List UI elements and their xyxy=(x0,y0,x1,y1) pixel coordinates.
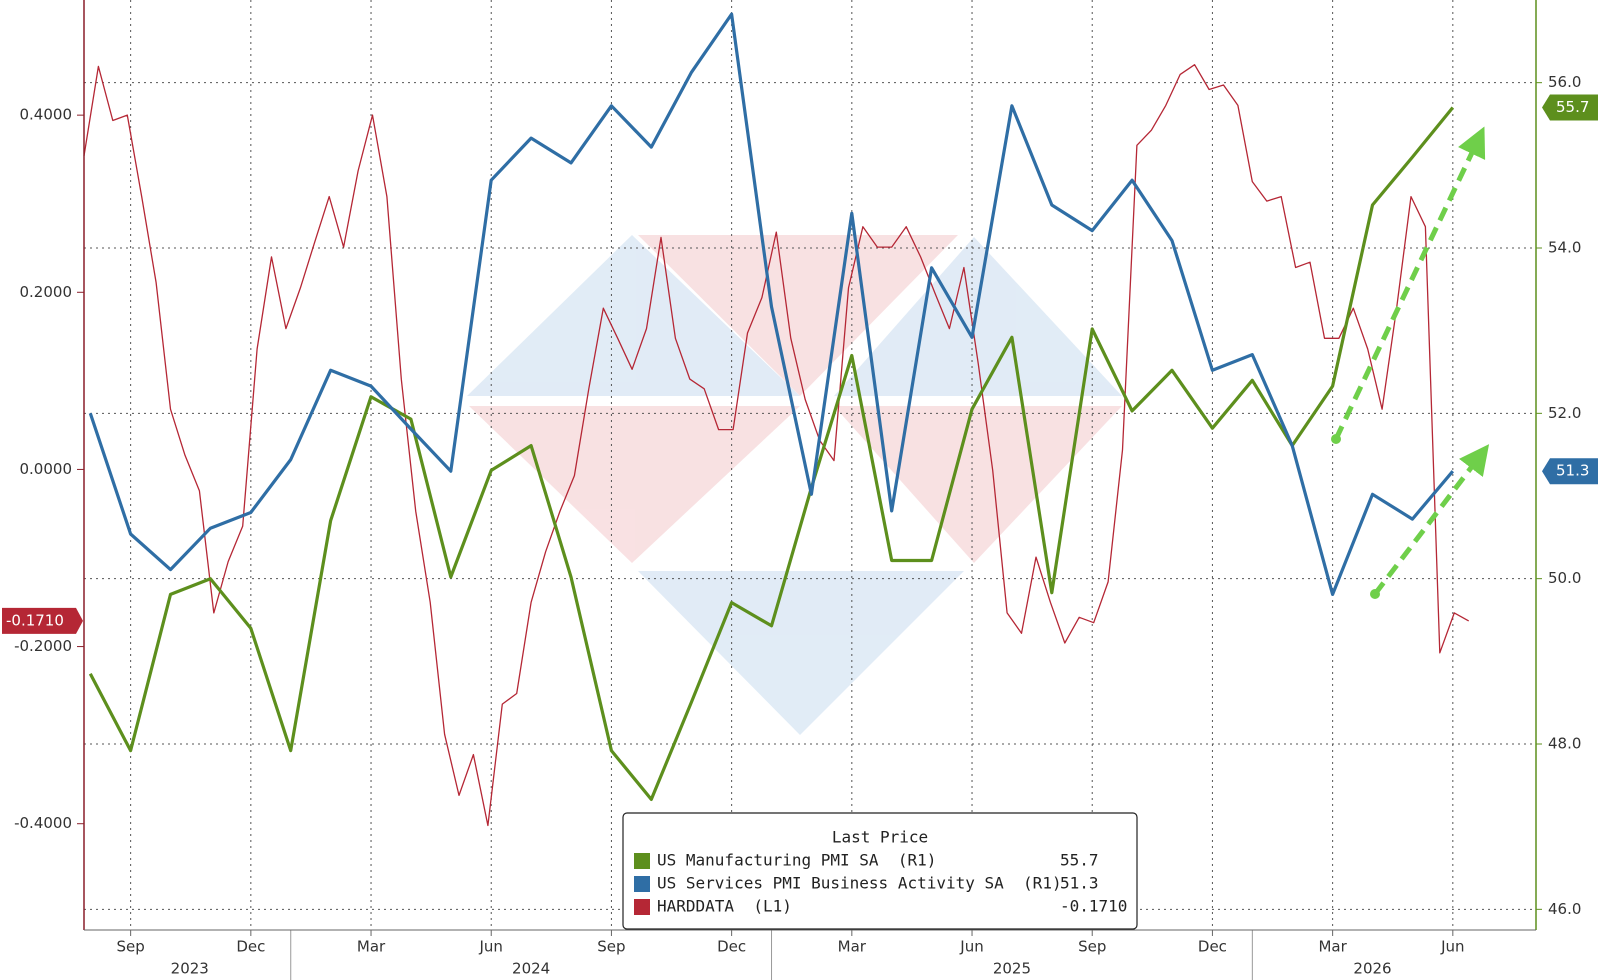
legend-box xyxy=(622,812,1138,930)
x-year-label: 2024 xyxy=(512,960,550,978)
x-tick-label: Sep xyxy=(116,938,144,956)
legend-swatch xyxy=(634,899,650,915)
last-value-badge xyxy=(2,607,83,634)
annotation-dot xyxy=(1331,434,1341,444)
legend-title: Last Price xyxy=(832,828,928,847)
legend-value: 51.3 xyxy=(1060,874,1099,893)
series-line xyxy=(88,12,1455,596)
y2-tick-label: 56.0 xyxy=(1548,73,1581,91)
y-tick-label: 0.2000 xyxy=(20,283,73,301)
plot-lines xyxy=(83,12,1470,827)
series-line xyxy=(83,64,1470,827)
grid xyxy=(84,0,1536,930)
legend-label: HARDDATA (L1) xyxy=(657,897,792,916)
legend-label: US Services PMI Business Activity SA (R1… xyxy=(657,874,1062,893)
y2-tick-label: 50.0 xyxy=(1548,569,1581,587)
y2-tick-label: 48.0 xyxy=(1548,735,1581,753)
x-tick-label: Sep xyxy=(597,938,625,956)
watermark xyxy=(467,235,1122,735)
y-tick-label: -0.2000 xyxy=(14,637,72,655)
y-tick-label: -0.4000 xyxy=(14,814,72,832)
x-tick-label: Jun xyxy=(479,938,503,956)
legend-value: 55.7 xyxy=(1060,851,1099,870)
x-year-label: 2023 xyxy=(171,960,209,978)
watermark-shape xyxy=(834,406,1122,563)
watermark-shape xyxy=(638,571,964,735)
watermark-shape xyxy=(467,235,800,396)
annotation-arrows xyxy=(1331,126,1490,599)
last-value-badge xyxy=(1542,94,1598,121)
x-tick-label: Mar xyxy=(357,938,386,956)
y2-tick-label: 54.0 xyxy=(1548,239,1581,257)
x-year-label: 2025 xyxy=(993,960,1031,978)
y-tick-label: 0.4000 xyxy=(20,106,73,124)
x-tick-label: Dec xyxy=(717,938,746,956)
x-tick-label: Sep xyxy=(1078,938,1106,956)
x-tick-label: Dec xyxy=(236,938,265,956)
series-line xyxy=(88,106,1455,801)
last-value-badge-label: -0.1710 xyxy=(6,611,64,629)
y-tick-label: 0.0000 xyxy=(20,460,73,478)
legend-swatch xyxy=(634,853,650,869)
x-tick-label: Mar xyxy=(838,938,867,956)
annotation-arrow xyxy=(1333,126,1486,441)
watermark-shape xyxy=(469,406,800,563)
last-value-badge-label: 51.3 xyxy=(1556,462,1589,480)
x-tick-label: Dec xyxy=(1198,938,1227,956)
watermark-shape xyxy=(834,237,1122,396)
legend: Last Price US Manufacturing PMI SA (R1) 5… xyxy=(622,812,1138,930)
x-year-label: 2026 xyxy=(1353,960,1391,978)
last-value-badge xyxy=(1542,458,1598,485)
last-value-badge-label: 55.7 xyxy=(1556,98,1589,116)
annotation-arrow xyxy=(1373,444,1490,596)
legend-label: US Manufacturing PMI SA (R1) xyxy=(657,851,936,870)
x-tick-label: Jun xyxy=(959,938,983,956)
legend-swatch xyxy=(634,876,650,892)
x-tick-label: Jun xyxy=(1440,938,1464,956)
y2-tick-label: 52.0 xyxy=(1548,404,1581,422)
watermark-shape xyxy=(638,235,958,396)
y2-tick-label: 46.0 xyxy=(1548,900,1581,918)
legend-value: -0.1710 xyxy=(1060,897,1127,916)
x-tick-label: Mar xyxy=(1318,938,1347,956)
annotation-dot xyxy=(1370,589,1380,599)
